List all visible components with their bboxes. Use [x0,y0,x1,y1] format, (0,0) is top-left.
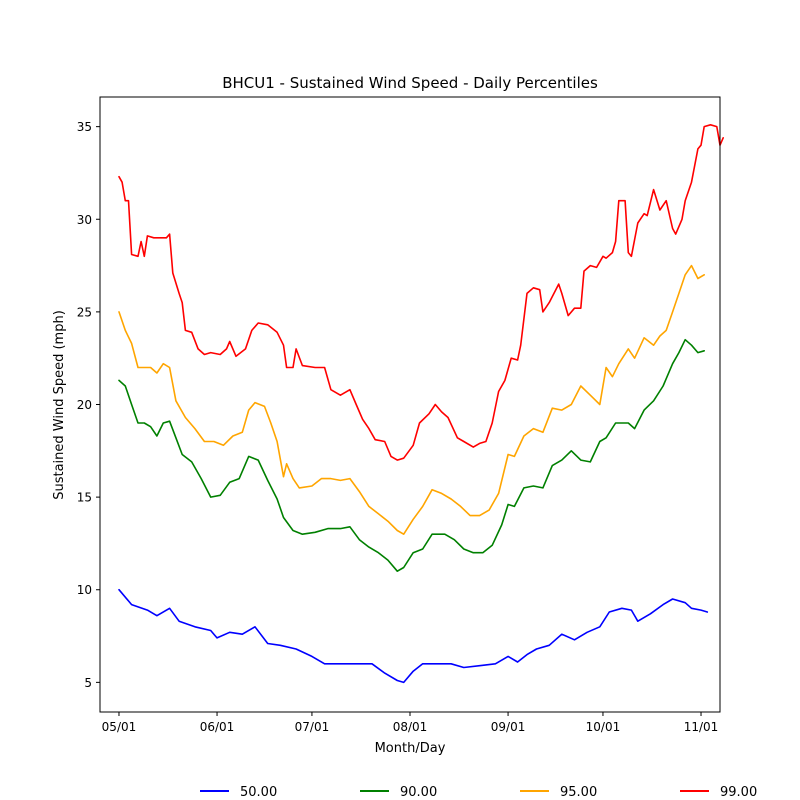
legend-label-1: 90.00 [400,785,437,800]
y-axis-label: Sustained Wind Speed (mph) [52,310,67,500]
y-tick-label: 15 [77,491,92,505]
x-tick-label: 08/01 [393,720,428,734]
series-lines [118,124,725,684]
x-axis-label: Month/Day [375,741,446,756]
y-tick-label: 25 [77,305,92,319]
y-tick-label: 10 [77,583,92,597]
y-axis: 5 10 15 20 25 30 35 [77,120,100,690]
series-line-0 [118,588,709,684]
chart-title: BHCU1 - Sustained Wind Speed - Daily Per… [222,74,598,92]
y-tick-label: 20 [77,398,92,412]
x-tick-label: 07/01 [295,720,330,734]
x-tick-label: 06/01 [200,720,235,734]
legend-label-0: 50.00 [240,785,277,800]
legend-label-3: 99.00 [720,785,757,800]
x-tick-label: 09/01 [491,720,526,734]
y-tick-label: 5 [84,676,92,690]
series-line-2 [118,264,706,536]
legend: 50.00 90.00 95.00 99.00 [200,785,757,800]
x-axis: 05/01 06/01 07/01 08/01 09/01 10/01 11/01 [102,712,719,734]
x-tick-label: 05/01 [102,720,137,734]
x-tick-label: 11/01 [684,720,719,734]
legend-label-2: 95.00 [560,785,597,800]
series-line-3 [118,124,725,461]
x-tick-label: 10/01 [586,720,621,734]
y-tick-label: 35 [77,120,92,134]
y-tick-label: 30 [77,213,92,227]
series-line-1 [118,338,706,573]
